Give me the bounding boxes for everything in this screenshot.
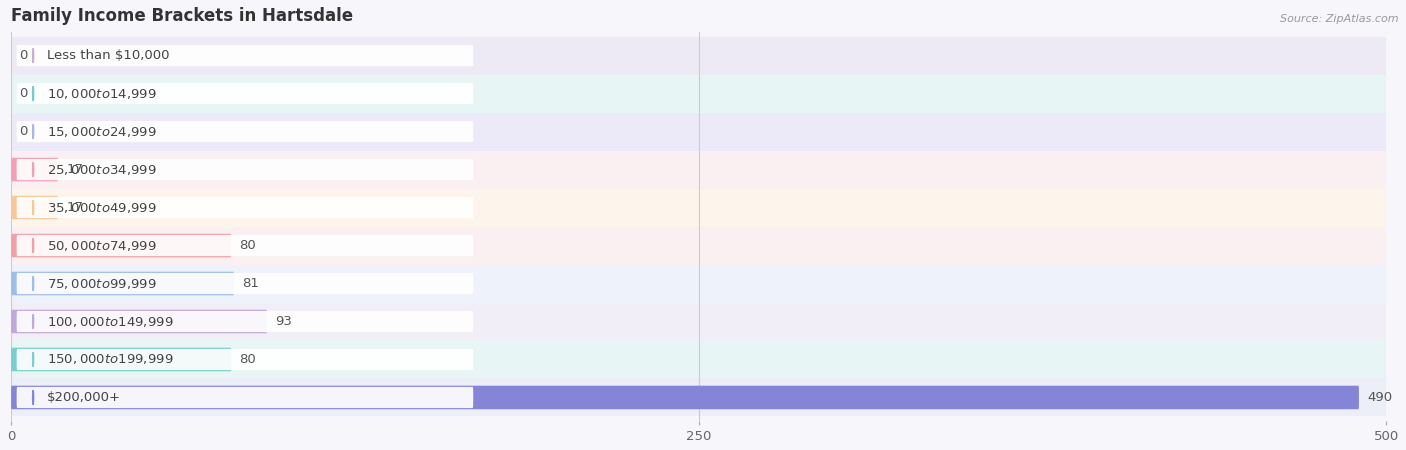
Bar — [11, 341, 1386, 378]
Text: Source: ZipAtlas.com: Source: ZipAtlas.com — [1281, 14, 1399, 23]
FancyBboxPatch shape — [11, 196, 58, 219]
FancyBboxPatch shape — [11, 386, 1360, 409]
Bar — [11, 265, 1386, 302]
Text: $75,000 to $99,999: $75,000 to $99,999 — [46, 276, 156, 291]
Bar — [11, 112, 1386, 151]
Text: 0: 0 — [20, 87, 28, 100]
FancyBboxPatch shape — [17, 273, 474, 294]
Bar — [11, 36, 1386, 75]
Text: 93: 93 — [276, 315, 292, 328]
FancyBboxPatch shape — [17, 197, 474, 218]
Text: $35,000 to $49,999: $35,000 to $49,999 — [46, 201, 156, 215]
FancyBboxPatch shape — [11, 272, 233, 295]
Bar — [11, 226, 1386, 265]
FancyBboxPatch shape — [17, 121, 474, 142]
Bar — [11, 189, 1386, 226]
Text: $150,000 to $199,999: $150,000 to $199,999 — [46, 352, 173, 366]
FancyBboxPatch shape — [17, 349, 474, 370]
FancyBboxPatch shape — [17, 311, 474, 332]
FancyBboxPatch shape — [11, 234, 231, 257]
Text: 17: 17 — [66, 163, 83, 176]
Text: 80: 80 — [239, 239, 256, 252]
Text: $15,000 to $24,999: $15,000 to $24,999 — [46, 125, 156, 139]
FancyBboxPatch shape — [17, 159, 474, 180]
Bar — [11, 75, 1386, 112]
FancyBboxPatch shape — [17, 83, 474, 104]
FancyBboxPatch shape — [11, 310, 267, 333]
Text: 81: 81 — [242, 277, 259, 290]
Text: 490: 490 — [1367, 391, 1392, 404]
FancyBboxPatch shape — [17, 387, 474, 408]
FancyBboxPatch shape — [17, 45, 474, 66]
Text: 80: 80 — [239, 353, 256, 366]
Text: Less than $10,000: Less than $10,000 — [46, 49, 169, 62]
FancyBboxPatch shape — [17, 235, 474, 256]
FancyBboxPatch shape — [11, 348, 231, 371]
Text: 17: 17 — [66, 201, 83, 214]
Text: $200,000+: $200,000+ — [46, 391, 121, 404]
Bar — [11, 151, 1386, 189]
Text: $50,000 to $74,999: $50,000 to $74,999 — [46, 238, 156, 252]
FancyBboxPatch shape — [11, 158, 58, 181]
Bar — [11, 302, 1386, 341]
Text: Family Income Brackets in Hartsdale: Family Income Brackets in Hartsdale — [11, 7, 353, 25]
Text: $10,000 to $14,999: $10,000 to $14,999 — [46, 86, 156, 101]
Bar — [11, 378, 1386, 416]
Text: $100,000 to $149,999: $100,000 to $149,999 — [46, 315, 173, 328]
Text: $25,000 to $34,999: $25,000 to $34,999 — [46, 162, 156, 176]
Text: 0: 0 — [20, 125, 28, 138]
Text: 0: 0 — [20, 49, 28, 62]
